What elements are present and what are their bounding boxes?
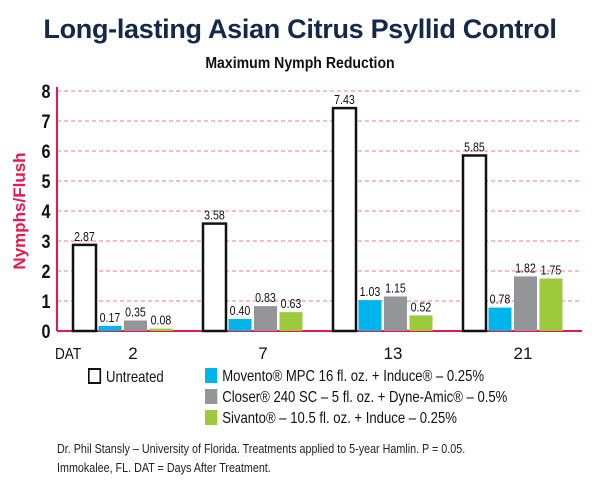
data-label: 1.03: [360, 285, 381, 299]
bar-untreated: [461, 154, 488, 333]
chart-title: Long-lasting Asian Citrus Psyllid Contro…: [43, 14, 557, 44]
bar: [149, 328, 173, 331]
legend-label: Sivanto® – 10.5 fl. oz. + Induce – 0.25%: [222, 410, 457, 427]
data-label: 7.43: [334, 93, 355, 107]
x-tick-label: 7: [258, 344, 267, 363]
data-label: 1.15: [385, 282, 406, 296]
legend-swatch: [205, 389, 218, 404]
bar: [539, 278, 563, 331]
footnote-line: Dr. Phil Stansly – University of Florida…: [57, 442, 466, 456]
y-tick-label: 6: [42, 141, 51, 163]
data-label: 0.52: [411, 301, 432, 315]
bar: [488, 307, 512, 331]
bar: [124, 320, 147, 331]
legend-swatch: [205, 368, 218, 383]
bar: [254, 306, 277, 331]
legend-item-closer: Closer® 240 SC – 5 fl. oz. + Dyne-Amic® …: [205, 389, 507, 407]
x-tick-label: 2: [128, 344, 137, 363]
bar: [98, 325, 122, 331]
data-label: 5.85: [464, 141, 485, 155]
legend-label: Closer® 240 SC – 5 fl. oz. + Dyne-Amic® …: [222, 389, 508, 406]
bar-untreated: [201, 222, 228, 333]
data-label: 0.17: [100, 311, 121, 325]
y-tick-label: 0: [42, 321, 51, 343]
legend-swatch: [88, 368, 102, 384]
footnote: Dr. Phil Stansly – University of Florida…: [57, 440, 465, 478]
bar: [514, 276, 537, 331]
data-label: 0.35: [125, 306, 146, 320]
legend-item-movento: Movento® MPC 16 fl. oz. + Induce® – 0.25…: [205, 368, 484, 386]
x-axis-label: DAT: [55, 346, 81, 363]
bar: [279, 312, 303, 331]
y-tick-label: 2: [42, 261, 51, 283]
x-tick-label: 21: [514, 344, 533, 363]
data-label: 0.40: [230, 304, 251, 318]
data-label: 0.63: [281, 297, 302, 311]
bar-untreated: [71, 243, 98, 333]
legend-label: Movento® MPC 16 fl. oz. + Induce® – 0.25…: [222, 368, 485, 385]
y-tick-label: 7: [42, 111, 51, 133]
legend-item-sivanto: Sivanto® – 10.5 fl. oz. + Induce – 0.25%: [205, 410, 457, 428]
bar-untreated: [331, 106, 358, 333]
y-tick-label: 4: [42, 201, 51, 223]
x-tick-label: 13: [384, 344, 403, 363]
footnote-line: Immokalee, FL. DAT = Days After Treatmen…: [57, 461, 271, 475]
y-tick-label: 8: [42, 81, 51, 103]
legend-label: Untreated: [106, 369, 164, 386]
legend-swatch: [205, 410, 218, 425]
y-axis-label: Nymphs/Flush: [10, 152, 29, 269]
data-label: 3.58: [204, 209, 225, 223]
bar: [228, 319, 252, 331]
data-label: 1.82: [515, 262, 536, 276]
y-tick-label: 1: [42, 291, 51, 313]
bar: [409, 315, 433, 331]
legend-item-untreated: Untreated: [88, 368, 164, 387]
data-label: 0.83: [255, 291, 276, 305]
data-label: 0.78: [490, 293, 511, 307]
data-label: 2.87: [74, 230, 95, 244]
bar: [384, 296, 407, 331]
y-tick-label: 3: [42, 231, 51, 253]
y-tick-label: 5: [42, 171, 51, 193]
chart-subtitle: Maximum Nymph Reduction: [205, 55, 395, 72]
bar: [358, 300, 382, 331]
data-label: 1.75: [541, 264, 562, 278]
data-label: 0.08: [151, 314, 172, 328]
